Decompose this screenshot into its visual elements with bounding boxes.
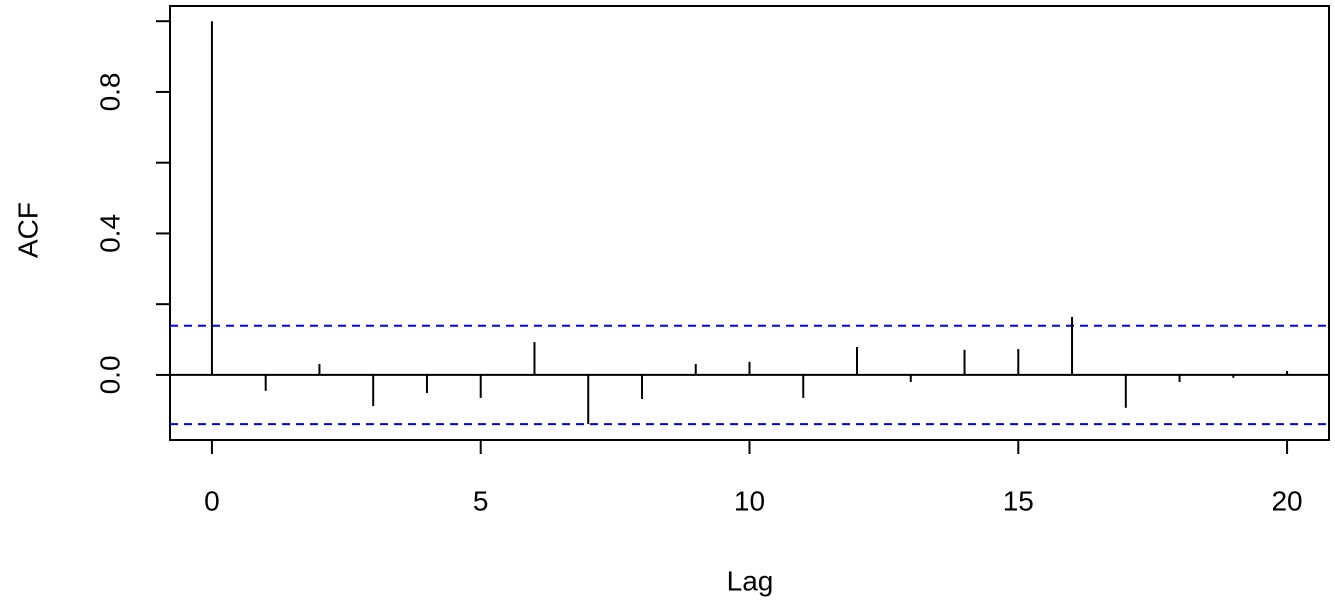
y-tick-label: 0.8	[94, 72, 125, 111]
y-tick-label: 0.4	[94, 214, 125, 253]
x-tick-label: 10	[734, 485, 765, 516]
x-tick-label: 15	[1003, 485, 1034, 516]
y-tick-label: 0.0	[94, 355, 125, 394]
x-tick-label: 0	[204, 485, 220, 516]
y-axis-label: ACF	[12, 202, 43, 258]
x-tick-label: 20	[1271, 485, 1302, 516]
x-tick-label: 5	[473, 485, 489, 516]
x-axis-label: Lag	[727, 565, 774, 596]
